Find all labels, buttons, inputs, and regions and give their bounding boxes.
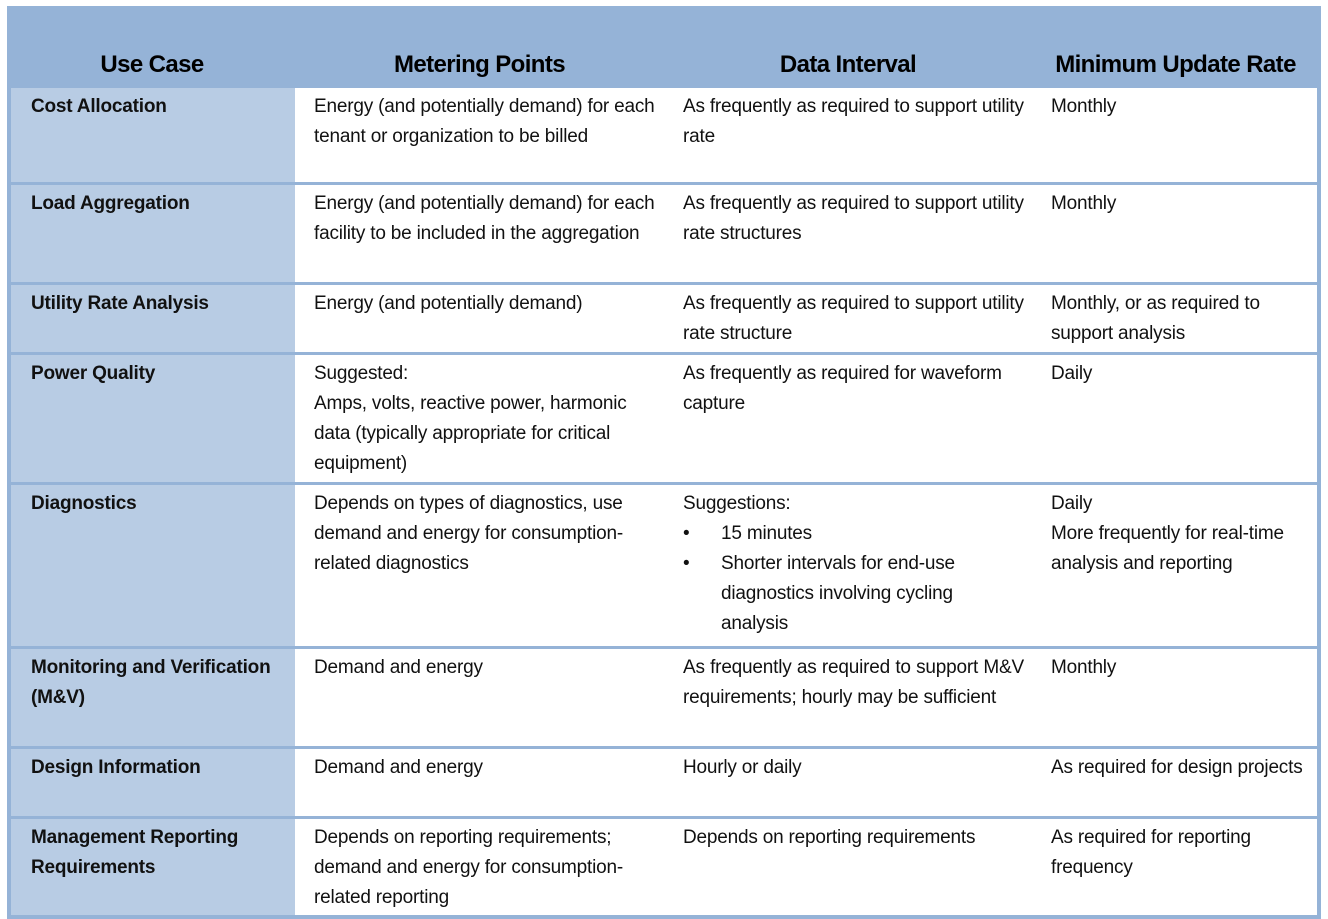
header-minimum-update-rate: Minimum Update Rate bbox=[1032, 6, 1319, 87]
metering-detail: Amps, volts, reactive power, harmonic da… bbox=[314, 393, 627, 474]
use-case-cell: Monitoring and Verification (M&V) bbox=[7, 646, 295, 748]
interval-cell: As frequently as required to support uti… bbox=[664, 85, 1032, 184]
interval-cell: Suggestions: 15 minutes Shorter interval… bbox=[664, 482, 1032, 648]
use-case-cell: Utility Rate Analysis bbox=[7, 282, 295, 354]
bullet-item: Shorter intervals for end-use diagnostic… bbox=[683, 549, 1024, 639]
header-metering-points: Metering Points bbox=[295, 6, 664, 87]
interval-cell: As frequently as required to support uti… bbox=[664, 282, 1032, 354]
interval-intro: Suggestions: bbox=[683, 493, 791, 514]
rate-primary: Daily bbox=[1051, 493, 1093, 514]
use-case-cell: Power Quality bbox=[7, 352, 295, 484]
interval-cell: Depends on reporting requirements bbox=[664, 816, 1032, 919]
use-case-cell: Load Aggregation bbox=[7, 182, 295, 284]
metering-cell: Energy (and potentially demand) for each… bbox=[295, 182, 664, 284]
use-case-cell: Diagnostics bbox=[7, 482, 295, 648]
metering-cell: Energy (and potentially demand) bbox=[295, 282, 664, 354]
rate-cell: Monthly bbox=[1032, 182, 1321, 284]
interval-cell: As frequently as required for waveform c… bbox=[664, 352, 1032, 484]
interval-cell: Hourly or daily bbox=[664, 746, 1032, 818]
rate-cell: Daily bbox=[1032, 352, 1321, 484]
rate-cell: As required for design projects bbox=[1032, 746, 1321, 818]
table-row: Utility Rate Analysis Energy (and potent… bbox=[7, 282, 1321, 354]
table-row: Diagnostics Depends on types of diagnost… bbox=[7, 482, 1321, 648]
metering-intro: Suggested: bbox=[314, 363, 409, 384]
header-use-case: Use Case bbox=[9, 6, 295, 87]
rate-cell: Monthly bbox=[1032, 646, 1321, 748]
use-case-cell: Cost Allocation bbox=[7, 85, 295, 184]
table-row: Load Aggregation Energy (and potentially… bbox=[7, 182, 1321, 284]
metering-cell: Demand and energy bbox=[295, 646, 664, 748]
table-row: Power Quality Suggested: Amps, volts, re… bbox=[7, 352, 1321, 484]
table-row: Monitoring and Verification (M&V) Demand… bbox=[7, 646, 1321, 748]
metering-cell: Suggested: Amps, volts, reactive power, … bbox=[295, 352, 664, 484]
interval-cell: As frequently as required to support uti… bbox=[664, 182, 1032, 284]
metering-cell: Depends on reporting requirements; deman… bbox=[295, 816, 664, 919]
table-row: Management Reporting Requirements Depend… bbox=[7, 816, 1321, 919]
rate-cell: Monthly bbox=[1032, 85, 1321, 184]
use-case-cell: Design Information bbox=[7, 746, 295, 818]
header-data-interval: Data Interval bbox=[664, 6, 1032, 87]
rate-cell: Daily More frequently for real-time anal… bbox=[1032, 482, 1321, 648]
rate-cell: Monthly, or as required to support analy… bbox=[1032, 282, 1321, 354]
header-row: Use Case Metering Points Data Interval M… bbox=[9, 6, 1319, 87]
use-case-table: Use Case Metering Points Data Interval M… bbox=[7, 6, 1321, 919]
bullet-item: 15 minutes bbox=[683, 519, 1024, 549]
table-row: Cost Allocation Energy (and potentially … bbox=[7, 85, 1321, 184]
interval-cell: As frequently as required to support M&V… bbox=[664, 646, 1032, 748]
rate-secondary: More frequently for real-time analysis a… bbox=[1051, 523, 1284, 574]
interval-bullet-list: 15 minutes Shorter intervals for end-use… bbox=[683, 519, 1024, 639]
metering-cell: Depends on types of diagnostics, use dem… bbox=[295, 482, 664, 648]
table-row: Design Information Demand and energy Hou… bbox=[7, 746, 1321, 818]
use-case-cell: Management Reporting Requirements bbox=[7, 816, 295, 919]
metering-cell: Demand and energy bbox=[295, 746, 664, 818]
metering-cell: Energy (and potentially demand) for each… bbox=[295, 85, 664, 184]
rate-cell: As required for reporting frequency bbox=[1032, 816, 1321, 919]
